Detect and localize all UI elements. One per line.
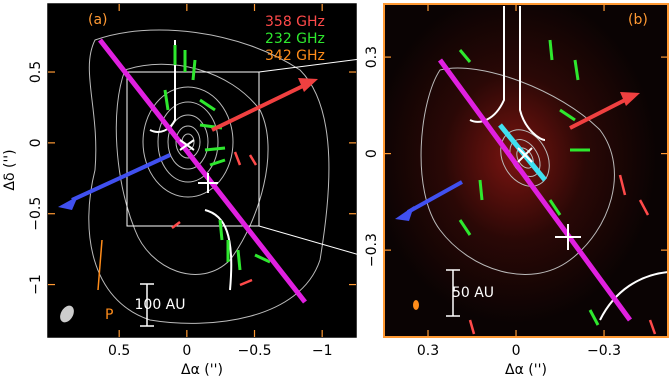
blue-lobe: [407, 180, 463, 214]
contours: [88, 29, 330, 324]
y-tick-label: −0.3: [364, 233, 380, 267]
scale-label: 50 AU: [452, 285, 494, 301]
beam: [60, 305, 74, 323]
legend-entry: 232 GHz: [265, 31, 325, 47]
scale-label: 100 AU: [135, 297, 186, 313]
outflow-axis: [98, 38, 307, 304]
field-lines: [149, 40, 233, 291]
panel-a: [47, 3, 357, 338]
vectors: [458, 39, 600, 326]
x-tick-label: 0.3: [417, 343, 439, 359]
y-axis-label: Δδ (''): [2, 149, 18, 190]
legend-entry: 358 GHz: [265, 14, 325, 30]
red-lobe: [211, 83, 306, 132]
vectors: [171, 151, 258, 287]
x-tick-label: 0: [512, 343, 521, 359]
legend-entry: 342 GHz: [265, 48, 325, 64]
panel-b: [383, 3, 669, 338]
markers: [517, 147, 581, 250]
x-tick-label: −1: [312, 343, 333, 359]
x-tick-label: −0.3: [587, 343, 621, 359]
y-tick-label: −1: [28, 274, 44, 295]
vectors: [163, 45, 271, 271]
y-tick-label: −0.5: [28, 197, 44, 231]
scale-bar: [140, 283, 154, 327]
vectors: [468, 174, 657, 335]
beam: [413, 300, 419, 310]
y-tick-label: 0.3: [364, 46, 380, 68]
scale-bar: [446, 269, 460, 317]
zoom-lines: [258, 55, 385, 263]
blue-lobe: [71, 153, 171, 202]
x-axis-label: Δα (''): [505, 362, 547, 378]
x-tick-label: 0: [182, 343, 191, 359]
frame: [383, 3, 669, 338]
y-tick-label: 0.5: [28, 61, 44, 83]
arrowhead: [395, 206, 414, 221]
plot-area: [384, 4, 668, 337]
arrowhead: [58, 196, 78, 210]
y-tick-label: 0: [364, 149, 380, 158]
arrowhead: [620, 92, 640, 106]
x-axis-label: Δα (''): [181, 362, 223, 378]
x-tick-label: −0.5: [238, 343, 272, 359]
annotation: P: [105, 307, 113, 323]
arrowhead: [298, 78, 318, 92]
p-line: [97, 239, 103, 291]
red-lobe: [569, 98, 626, 130]
x-tick-label: 0.5: [108, 343, 130, 359]
outflow-axis: [437, 58, 633, 322]
markers: [179, 139, 218, 193]
panel-label: (b): [628, 12, 648, 28]
panel-label: (a): [88, 12, 108, 28]
y-tick-label: 0: [28, 138, 44, 147]
field-lines: [469, 6, 669, 321]
frame: [47, 3, 357, 338]
